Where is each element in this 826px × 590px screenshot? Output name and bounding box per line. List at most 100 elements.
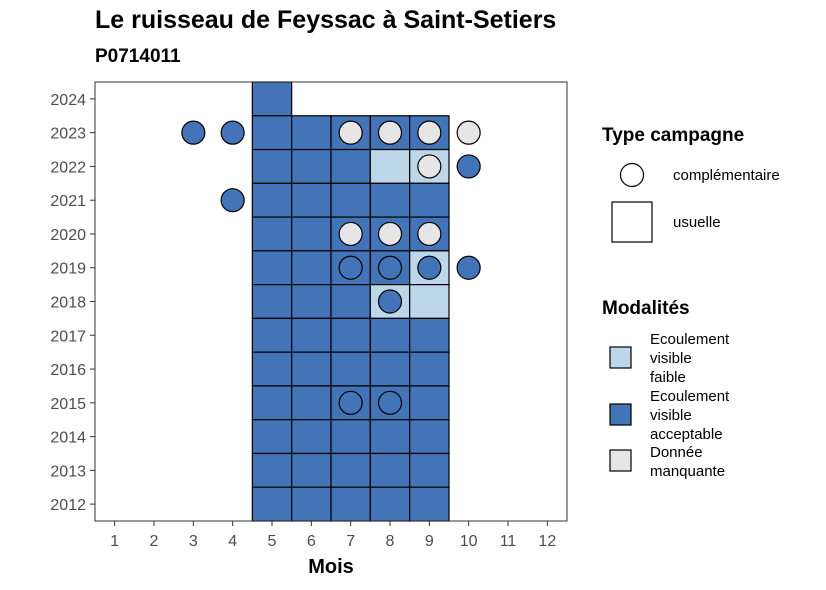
legend-type-label-complementaire: complémentaire [673, 167, 780, 184]
legend-modalite-label-line: visible [650, 407, 692, 424]
cell-2014-9 [409, 419, 450, 455]
point-2023-8 [377, 120, 403, 145]
point-2019-10 [456, 255, 481, 280]
y-tick-label: 2021 [50, 193, 86, 210]
cell-2023-6 [291, 115, 332, 151]
cell-2017-6 [291, 317, 332, 353]
legend-key-donnee-manquante [609, 449, 632, 472]
cell-2012-6 [291, 486, 332, 522]
legend-modalite-label-line: Donnée [650, 444, 703, 461]
x-axis: 1 2 3 4 5 6 7 8 9 10 11 12 [110, 521, 556, 550]
point-2018-8 [377, 289, 403, 314]
x-tick-label: 6 [307, 533, 316, 550]
cell-2016-8 [369, 351, 411, 387]
y-tick-label: 2014 [50, 430, 86, 447]
x-tick-label: 8 [386, 533, 395, 550]
point-2019-9 [417, 255, 442, 280]
cell-2015-6 [291, 385, 332, 421]
cell-2022-7 [330, 148, 371, 184]
legend-key-ecoulement-visible-acceptable [609, 403, 632, 426]
x-tick-label: 11 [500, 533, 517, 550]
cell-2016-7 [330, 351, 371, 387]
cell-2021-8 [369, 182, 411, 218]
cell-2012-8 [369, 486, 411, 522]
point-2023-9 [417, 120, 442, 145]
y-tick-label: 2017 [50, 328, 86, 345]
y-tick-label: 2022 [50, 159, 86, 176]
cell-2022-6 [291, 148, 332, 184]
y-tick-label: 2019 [50, 261, 86, 278]
cell-2015-5 [251, 385, 293, 421]
legend-type-label-usuelle: usuelle [673, 214, 721, 231]
cell-2019-5 [251, 250, 293, 286]
legend-modalite-label-line: manquante [650, 463, 725, 480]
point-2023-3 [181, 120, 206, 145]
cell-2014-8 [369, 419, 411, 455]
x-tick-label: 9 [425, 533, 434, 550]
cell-2020-5 [251, 216, 293, 252]
point-2019-8 [377, 255, 403, 280]
x-tick-label: 7 [346, 533, 355, 550]
cell-2012-5 [251, 486, 293, 522]
y-tick-label: 2016 [50, 362, 86, 379]
point-2015-8 [377, 390, 403, 415]
cell-2019-6 [291, 250, 332, 286]
y-tick-label: 2023 [50, 126, 86, 143]
chart-subtitle: P0714011 [95, 46, 181, 67]
cell-2022-8 [369, 148, 411, 184]
y-tick-label: 2018 [50, 295, 86, 312]
legend-modalites-title: Modalités [602, 298, 690, 319]
legend-circle-key [619, 162, 645, 188]
y-tick-label: 2013 [50, 463, 86, 480]
point-2020-8 [377, 221, 403, 247]
cell-2012-9 [409, 486, 450, 522]
point-2023-7 [338, 120, 363, 145]
point-2020-7 [338, 221, 363, 247]
legend-type-campagne: Type campagne complémentaire usuelle [602, 125, 780, 243]
cell-2018-5 [251, 284, 293, 319]
cell-2022-5 [251, 148, 293, 184]
cell-2014-7 [330, 419, 371, 455]
cell-2013-7 [330, 452, 371, 488]
cell-2013-6 [291, 452, 332, 488]
point-2019-7 [338, 255, 363, 280]
cell-2017-8 [369, 317, 411, 353]
cell-2012-7 [330, 486, 371, 522]
cell-2023-5 [251, 115, 293, 151]
cell-2018-7 [330, 284, 371, 319]
cell-2016-5 [251, 351, 293, 387]
legend-key-ecoulement-visible-faible [609, 346, 632, 369]
cell-2014-6 [291, 419, 332, 455]
point-2015-7 [338, 390, 363, 415]
point-2022-9 [417, 154, 442, 179]
point-2020-9 [417, 221, 442, 247]
cell-2018-6 [291, 284, 332, 319]
cell-2017-7 [330, 317, 371, 353]
y-tick-label: 2024 [50, 92, 86, 109]
y-tick-label: 2015 [50, 396, 86, 413]
y-tick-label: 2012 [50, 497, 86, 514]
cell-2013-5 [251, 452, 293, 488]
cell-2013-9 [409, 452, 450, 488]
y-axis: 2012 2013 2014 2015 2016 2017 2018 2019 2020 2021… [50, 92, 95, 514]
legend-modalites: Modalités Ecoulement visible faible Ecouleme… [602, 298, 730, 480]
legend-type-title: Type campagne [602, 125, 744, 146]
x-axis-label: Mois [308, 556, 354, 578]
cell-2021-6 [291, 182, 332, 218]
x-tick-label: 2 [150, 533, 159, 550]
legend-modalite-label-line: faible [650, 369, 686, 386]
x-tick-label: 10 [460, 533, 478, 550]
cell-2018-9 [409, 284, 450, 319]
x-tick-label: 3 [189, 533, 198, 550]
legend-modalite-label-line: visible [650, 350, 692, 367]
cell-2021-9 [409, 182, 450, 218]
complementaire-points [181, 120, 481, 415]
chart-title: Le ruisseau de Feyssac à Saint-Setiers [95, 6, 557, 34]
point-2023-4 [220, 120, 245, 145]
x-tick-label: 4 [228, 533, 237, 550]
cell-2015-9 [409, 385, 450, 421]
cell-2020-6 [291, 216, 332, 252]
cell-2017-5 [251, 317, 293, 353]
cell-2017-9 [409, 317, 450, 353]
